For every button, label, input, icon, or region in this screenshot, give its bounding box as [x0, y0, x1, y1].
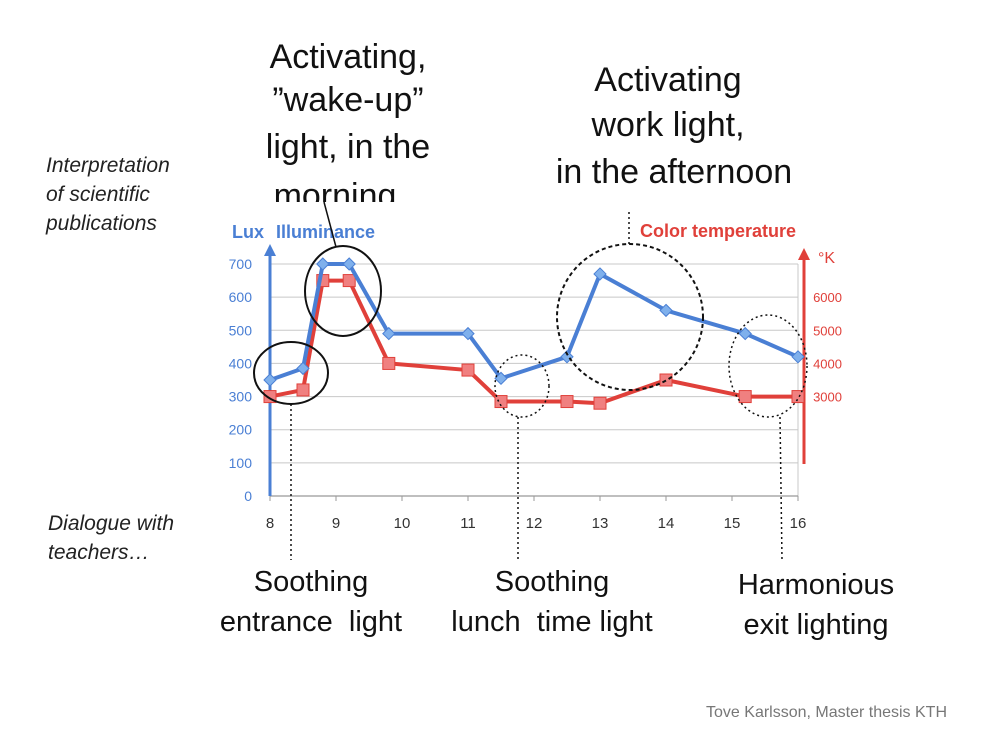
x-tick-14: 14	[658, 515, 675, 532]
gridlines	[270, 263, 799, 496]
annotation-afternoon-light: Activating work light, in the afternoon	[556, 61, 792, 191]
annotation-afternoon-line-3: in the afternoon	[556, 153, 792, 191]
right-tick-4000: 4000	[813, 356, 842, 371]
x-tick-12: 12	[526, 515, 543, 532]
left-series-label: Illuminance	[276, 222, 375, 242]
point-illuminance-9	[659, 303, 673, 318]
side-note-interpretation: Interpretation of scientific publication…	[45, 154, 170, 235]
annotation-morning-light: Activating, ”wake-up” light, in the morn…	[266, 38, 430, 215]
point-illuminance-8	[593, 267, 607, 281]
left-axis-arrow	[264, 244, 276, 256]
side-note-dialogue-line-2: teachers…	[48, 541, 150, 564]
series-line-illuminance	[269, 262, 799, 382]
point-illuminance-10	[738, 326, 752, 341]
right-tick-5000: 5000	[813, 323, 842, 338]
x-tick-11: 11	[460, 515, 476, 532]
x-tick-9: 9	[332, 515, 340, 532]
right-tick-3000: 3000	[813, 390, 842, 405]
annotation-morning-line-4: morning	[274, 177, 397, 215]
point-color-temperature-10	[738, 390, 752, 404]
left-tick-400: 400	[229, 355, 253, 371]
point-color-temperature-8	[593, 396, 607, 410]
point-color-temperature-1	[296, 383, 310, 397]
annotation-morning-line-2: ”wake-up”	[272, 81, 423, 119]
side-note-dialogue-line-1: Dialogue with	[48, 512, 174, 535]
point-color-temperature-7	[560, 395, 574, 409]
credit: Tove Karlsson, Master thesis KTH	[706, 704, 947, 721]
point-illuminance-3	[342, 257, 356, 271]
point-illuminance-5	[461, 326, 475, 341]
point-illuminance-4	[382, 326, 396, 341]
point-color-temperature-11	[791, 390, 805, 404]
axes	[264, 244, 810, 501]
annotation-exit-light: Harmonious exit lighting	[738, 569, 894, 641]
pointer-exit	[779, 416, 783, 561]
annotation-exit-line-1: Harmonious	[738, 569, 894, 601]
right-axis-title: Color temperature	[640, 221, 796, 241]
series-line-color-temperature	[269, 278, 798, 406]
x-tick-8: 8	[266, 515, 274, 532]
right-axis-unit: °K	[818, 250, 835, 267]
highlight-circle-lunch	[494, 354, 550, 418]
left-tick-500: 500	[229, 322, 253, 338]
annotation-afternoon-line-2: work light,	[590, 106, 744, 144]
highlight-circle-afternoon	[556, 243, 704, 391]
annotation-entrance-light: Soothing entrance light	[220, 566, 402, 638]
x-tick-15: 15	[724, 515, 741, 532]
left-tick-600: 600	[229, 289, 253, 305]
annotation-entrance-line-1: Soothing	[254, 566, 369, 598]
annotation-lunch-light: Soothing lunch time light	[451, 566, 653, 638]
point-color-temperature-6	[494, 395, 508, 409]
point-color-temperature-5	[461, 363, 475, 377]
left-axis-title: Lux	[232, 222, 264, 242]
side-note-interpretation-line-2: of scientific	[46, 183, 150, 206]
side-note-dialogue: Dialogue with teachers…	[48, 512, 174, 564]
left-tick-200: 200	[229, 422, 253, 438]
side-note-interpretation-line-1: Interpretation	[46, 154, 170, 177]
annotation-afternoon-line-1: Activating	[594, 61, 741, 99]
annotation-lunch-line-1: Soothing	[495, 566, 610, 598]
side-note-interpretation-line-3: publications	[45, 212, 157, 235]
right-tick-6000: 6000	[813, 290, 842, 305]
point-illuminance-11	[791, 350, 805, 364]
annotation-morning-line-3: light, in the	[266, 128, 430, 166]
left-tick-300: 300	[229, 389, 253, 405]
left-tick-100: 100	[229, 455, 253, 471]
highlight-circle-morning	[304, 245, 382, 337]
x-tick-16: 16	[790, 515, 807, 532]
right-axis-arrow	[798, 248, 810, 260]
point-color-temperature-3	[342, 274, 356, 288]
point-illuminance-1	[296, 361, 310, 376]
annotation-exit-line-2: exit lighting	[743, 609, 888, 641]
annotation-morning-line-1: Activating,	[270, 38, 427, 76]
x-tick-10: 10	[394, 515, 411, 532]
annotation-entrance-line-2: entrance light	[220, 606, 402, 638]
point-illuminance-2	[316, 257, 330, 271]
highlight-circle-exit	[728, 314, 808, 418]
left-tick-700: 700	[229, 256, 253, 272]
left-tick-0: 0	[244, 488, 252, 504]
point-color-temperature-4	[382, 356, 396, 370]
series	[263, 257, 805, 410]
annotation-lunch-line-2: lunch time light	[451, 606, 653, 638]
tick-labels: 0 100 200 300 400 500 600 700 8 9 10 11 12 13 14 15 16 30…	[229, 256, 842, 532]
point-color-temperature-9	[659, 373, 673, 387]
point-illuminance-0	[263, 373, 277, 387]
pointer-morning	[323, 201, 337, 248]
x-tick-13: 13	[592, 515, 609, 532]
